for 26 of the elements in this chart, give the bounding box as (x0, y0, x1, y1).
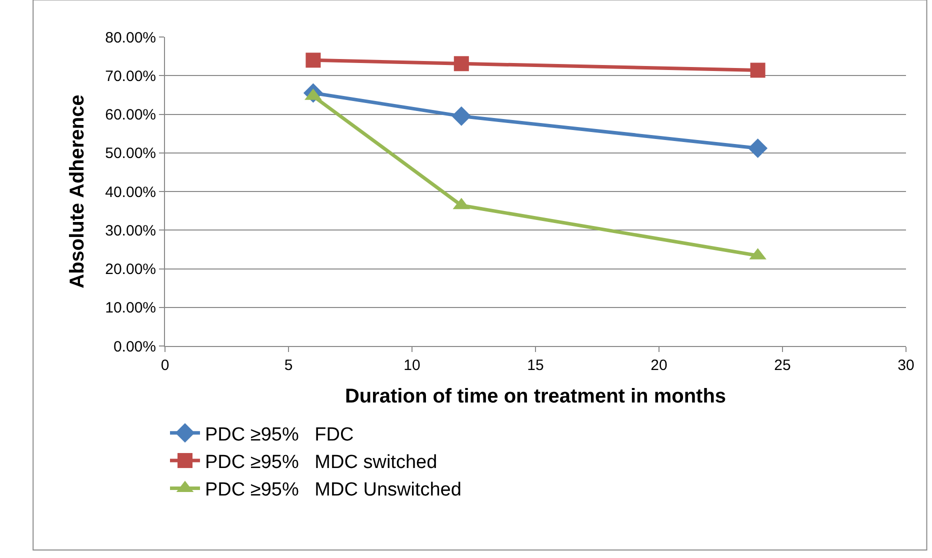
point (452, 106, 472, 126)
x-axis-title: Duration of time on treatment in months (344, 386, 726, 408)
x-tick-label: 30 (898, 357, 914, 374)
x-tick-label: 10 (404, 357, 420, 374)
y-axis-title: Absolute Adherence (66, 94, 89, 288)
point (306, 52, 321, 68)
x-tick-label: 25 (774, 357, 791, 374)
x-tick-label: 5 (284, 357, 293, 374)
y-tick-label: 20.00% (105, 261, 156, 278)
y-tick-label: 50.00% (105, 145, 156, 162)
y-tick-label: 0.00% (113, 338, 156, 356)
x-tick-label: 15 (527, 357, 544, 374)
x-tick-label: 20 (650, 357, 668, 374)
legend-label: PDC ≥95% FDC (205, 424, 354, 446)
x-tick-label: 0 (160, 357, 170, 374)
legend-label: PDC ≥95% MDC switched (205, 452, 438, 473)
legend-label: PDC ≥95% MDC Unswitched (205, 480, 462, 501)
point (748, 138, 768, 158)
y-tick-label: 10.00% (105, 300, 156, 317)
y-tick-label: 30.00% (105, 222, 156, 240)
point (750, 62, 766, 78)
point (454, 56, 469, 72)
y-tick-label: 70.00% (105, 68, 156, 85)
y-tick-label: 40.00% (105, 184, 156, 201)
y-tick-label: 60.00% (105, 106, 156, 124)
y-tick-label: 80.00% (105, 29, 156, 46)
